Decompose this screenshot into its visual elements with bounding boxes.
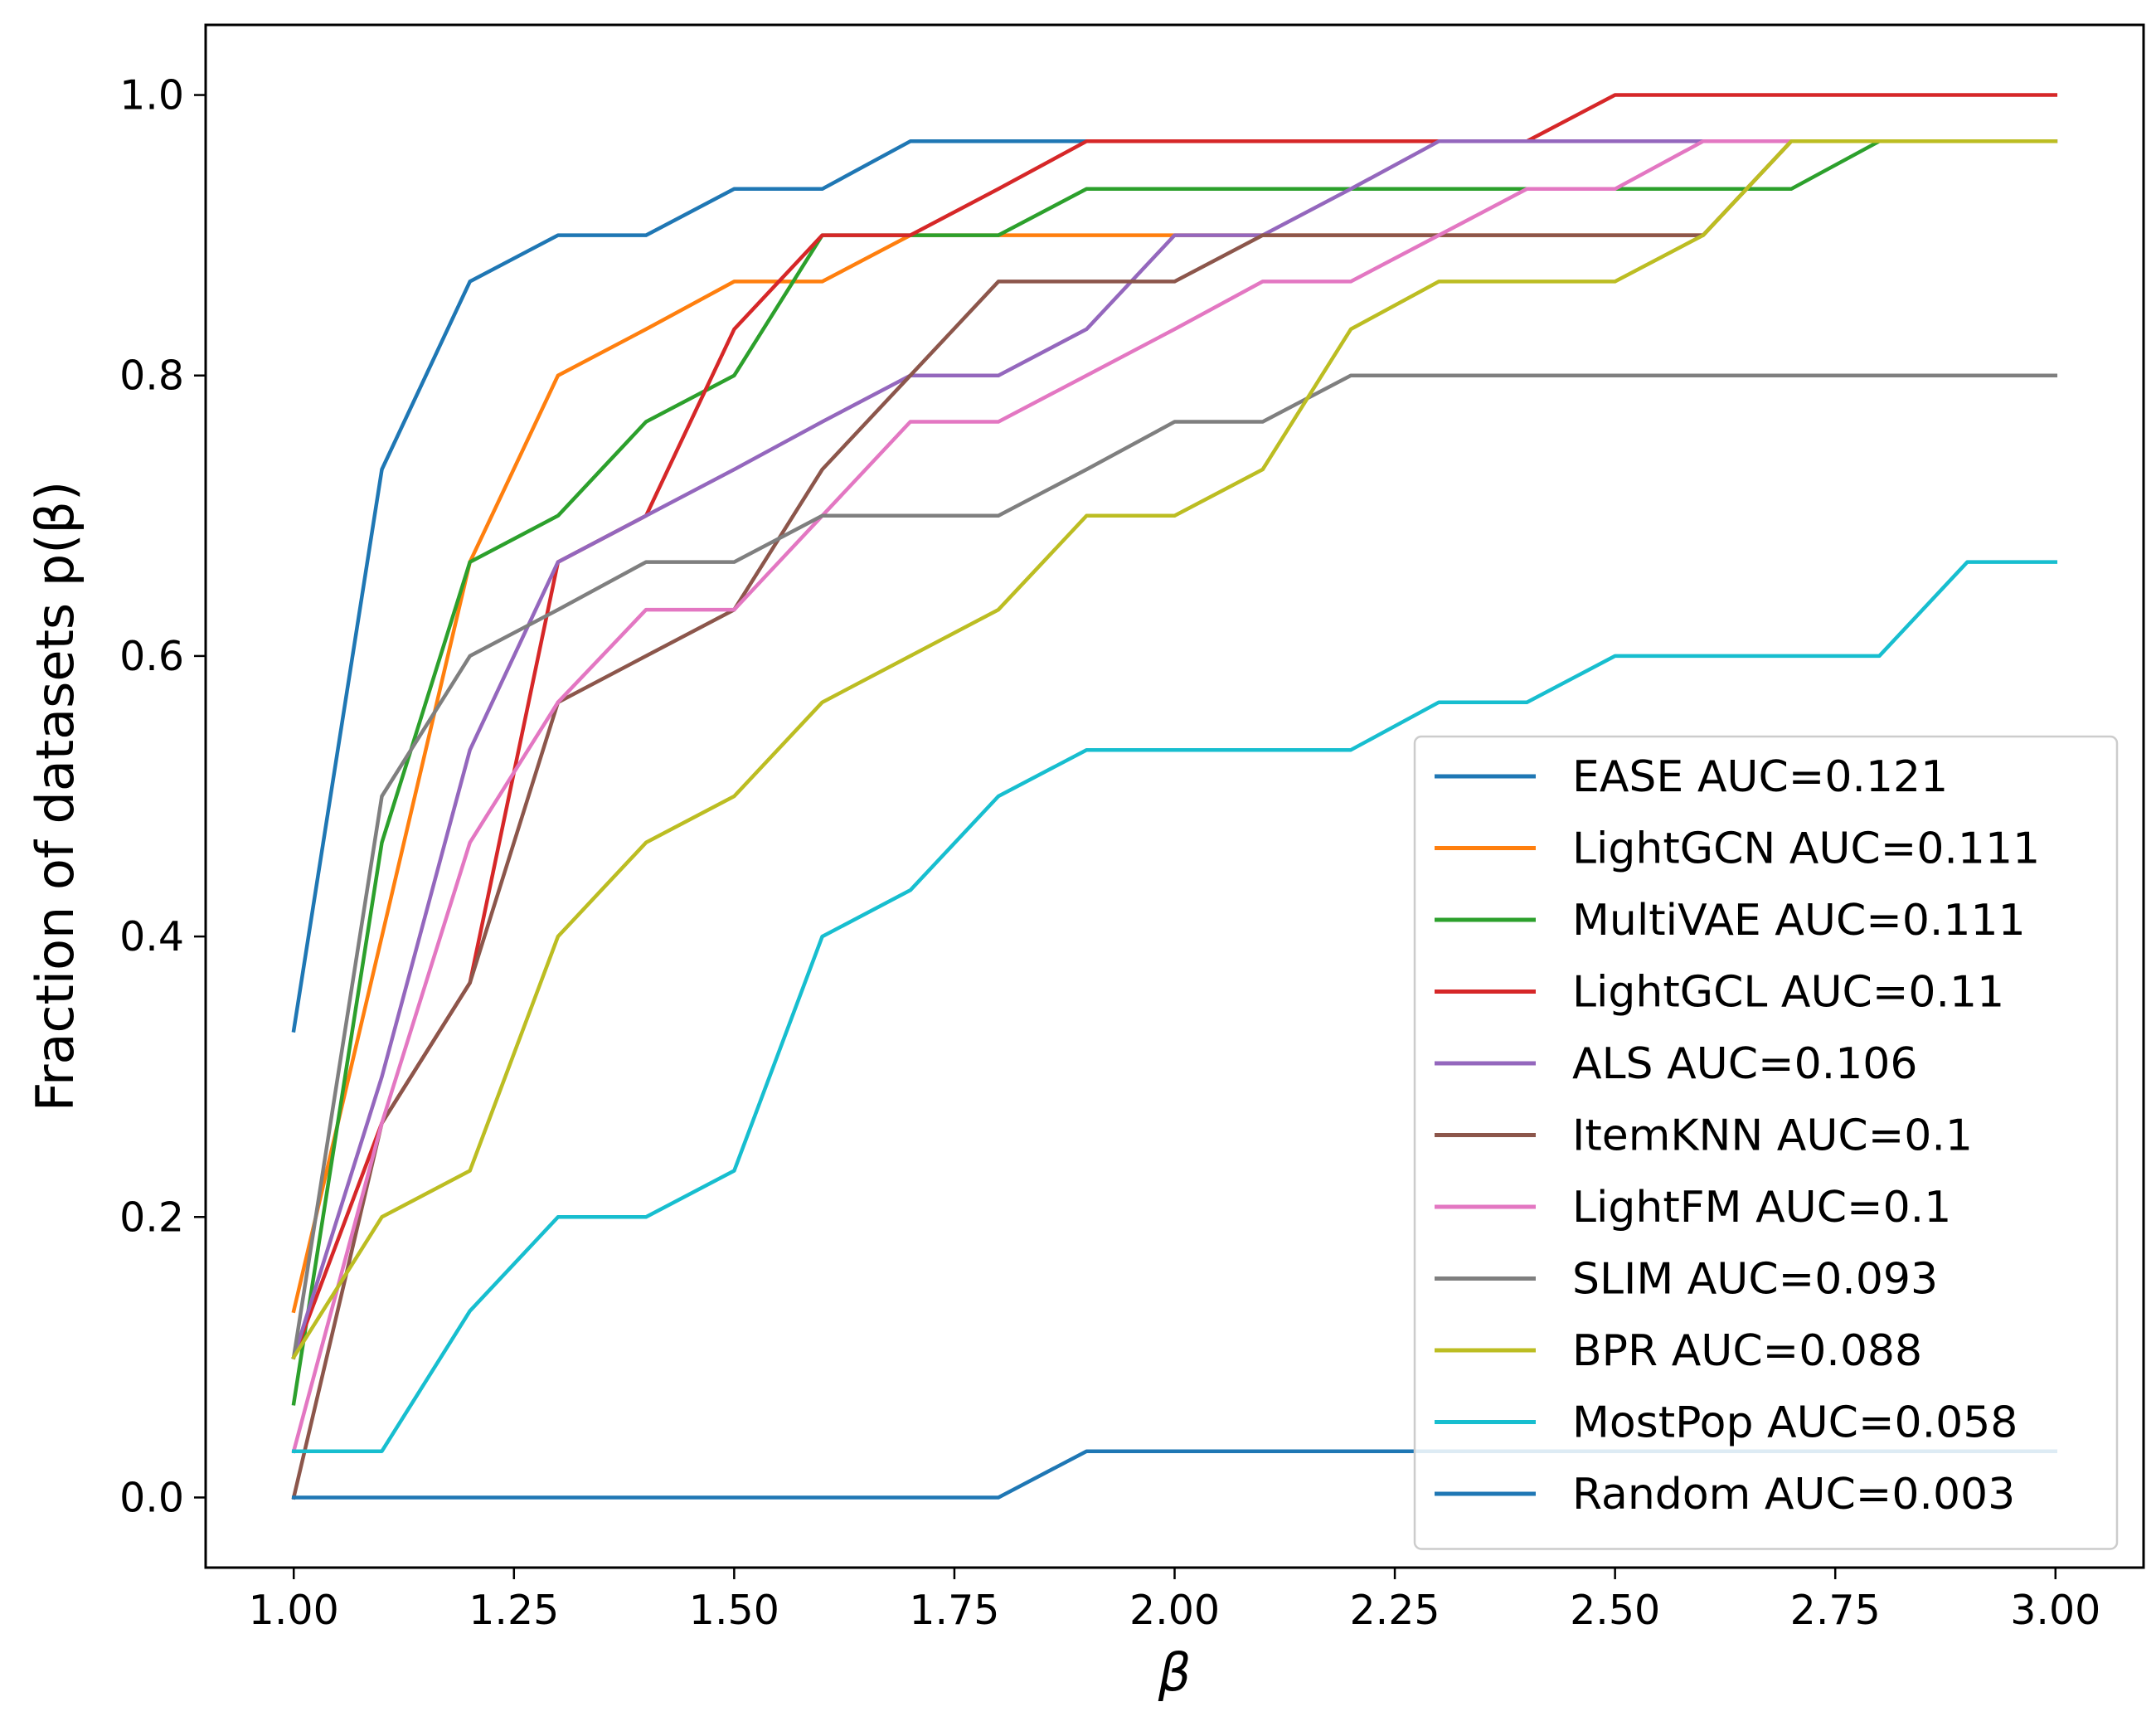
x-tick-label: 3.00 [2010,1587,2100,1634]
x-tick-label: 1.50 [689,1587,779,1634]
y-axis: 0.0 0.2 0.4 0.6 0.8 1.0 [119,72,206,1521]
legend-label: SLIM AUC=0.093 [1572,1255,1938,1305]
legend-label: ItemKNN AUC=0.1 [1572,1111,1973,1161]
x-tick-label: 2.25 [1350,1587,1440,1634]
series-line-bpr [291,139,2058,1360]
series-line-slim [291,373,2058,1359]
series-line-mostpop [291,560,2058,1453]
y-axis-label: Fraction of datasets p(β) [25,481,85,1111]
legend-label: BPR AUC=0.088 [1572,1326,1922,1376]
legend-label: EASE AUC=0.121 [1572,752,1948,802]
x-tick-label: 1.25 [469,1587,559,1634]
legend-label: LightFM AUC=0.1 [1572,1183,1951,1233]
y-tick-label: 0.6 [119,633,184,680]
y-tick-label: 1.0 [119,72,184,119]
x-tick-label: 2.75 [1790,1587,1881,1634]
x-axis-label: β [1158,1642,1192,1703]
x-tick-label: 1.00 [249,1587,339,1634]
y-tick-label: 0.8 [119,353,184,400]
series-line-multivae [291,139,2058,1406]
legend-label: LightGCN AUC=0.111 [1572,824,2040,874]
legend-label: MostPop AUC=0.058 [1572,1398,2018,1448]
x-tick-label: 2.50 [1570,1587,1660,1634]
y-tick-label: 0.0 [119,1474,184,1521]
y-tick-label: 0.4 [119,913,184,960]
legend: EASE AUC=0.121 LightGCN AUC=0.111 MultiVAE… [1413,735,2119,1550]
x-tick-label: 2.00 [1129,1587,1220,1634]
y-tick-label: 0.2 [119,1194,184,1241]
x-axis: 1.00 1.25 1.50 1.75 2.00 2.25 2.50 2.75 3.00 [249,1568,2100,1634]
legend-box [1413,735,2119,1550]
legend-label: MultiVAE AUC=0.111 [1572,896,2026,946]
legend-label: Random AUC=0.003 [1572,1470,2015,1519]
legend-label: ALS AUC=0.106 [1572,1039,1917,1089]
legend-label: LightGCL AUC=0.11 [1572,968,2004,1018]
x-tick-label: 1.75 [909,1587,999,1634]
series-line-lightfm [291,139,2058,1454]
